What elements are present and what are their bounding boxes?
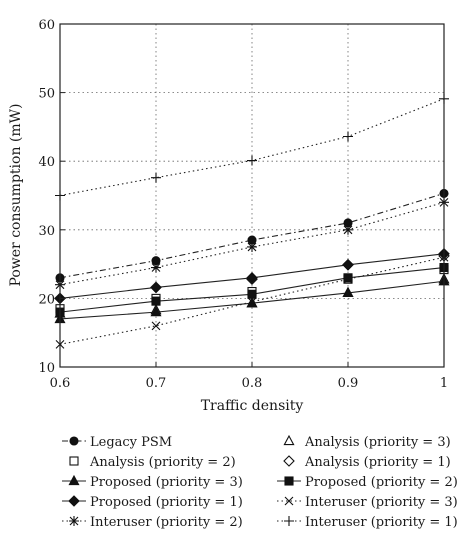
data-point: [151, 172, 161, 183]
y-tick-label: 40: [38, 155, 55, 170]
data-point: [342, 259, 354, 271]
x-axis-title: Traffic density: [201, 398, 304, 414]
legend-marker: [69, 456, 79, 466]
data-point: [247, 297, 257, 307]
series-line-0: [59, 192, 445, 279]
legend-marker: [284, 516, 294, 526]
legend-entry-label: Proposed (priority = 2): [305, 475, 458, 490]
data-point: [151, 296, 161, 306]
legend-entry-label: Interuser (priority = 3): [305, 495, 458, 510]
legend-marker: [69, 436, 79, 446]
axis-ticks: 0.6 0.7 0.8 0.9 1 10 20 30 40 50 60: [38, 18, 448, 391]
data-point: [343, 273, 353, 283]
data-markers: [54, 93, 450, 349]
gridlines: [60, 24, 444, 367]
x-tick-label: 1: [440, 376, 448, 391]
data-point: [151, 262, 161, 273]
data-point: [343, 131, 353, 142]
data-point: [247, 289, 257, 299]
legend-marker: [284, 496, 294, 506]
y-tick-label: 20: [38, 292, 55, 307]
x-tick-label: 0.6: [50, 376, 71, 391]
legend-entry-label: Legacy PSM: [90, 435, 172, 450]
series-line-9: [59, 98, 445, 197]
legend-entry-label: Analysis (priority = 1): [304, 455, 451, 470]
legend-entry-label: Interuser (priority = 2): [90, 515, 243, 530]
x-tick-label: 0.8: [242, 376, 263, 391]
legend-marker: [284, 476, 294, 486]
y-tick-label: 50: [38, 87, 55, 102]
data-point: [247, 241, 257, 252]
legend-marker: [69, 516, 79, 526]
data-point: [343, 224, 353, 235]
x-tick-label: 0.7: [146, 376, 167, 391]
data-point: [150, 281, 162, 294]
y-tick-label: 10: [38, 361, 55, 376]
y-tick-label: 30: [38, 224, 55, 239]
data-point: [343, 274, 353, 284]
legend-entry-label: Proposed (priority = 3): [90, 475, 243, 490]
legend-marker: [283, 434, 295, 446]
legend-entry-label: Analysis (priority = 3): [304, 435, 451, 450]
legend-marker: [68, 474, 80, 486]
x-tick-label: 0.9: [338, 376, 359, 391]
data-point: [150, 305, 162, 317]
legend-marker: [68, 495, 80, 507]
legend: Legacy PSM Analysis (priority = 3) Analysi…: [62, 434, 458, 530]
legend-marker: [283, 455, 295, 467]
legend-entry-label: Interuser (priority = 1): [305, 515, 458, 530]
y-axis-title: Power consumption (mW): [8, 103, 24, 286]
legend-entry-label: Proposed (priority = 1): [90, 495, 243, 510]
y-tick-label: 60: [38, 18, 55, 33]
data-point: [247, 155, 257, 166]
legend-entry-label: Analysis (priority = 2): [89, 455, 236, 470]
data-point: [151, 321, 161, 331]
data-point: [342, 286, 354, 298]
data-point: [246, 272, 258, 284]
